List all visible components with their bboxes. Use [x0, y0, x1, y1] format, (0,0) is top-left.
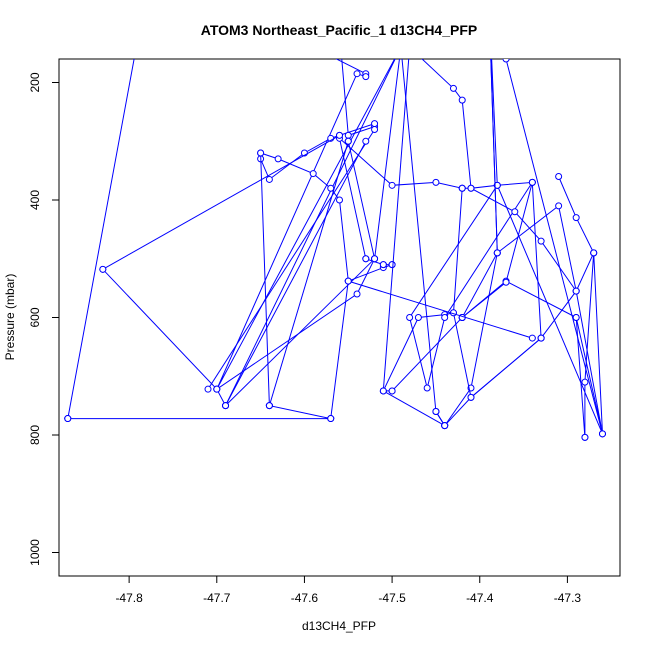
data-point [336, 196, 343, 204]
data-point [327, 184, 335, 192]
data-point [537, 334, 545, 342]
data-point [572, 314, 580, 321]
data-point [493, 181, 501, 189]
data-point [555, 173, 563, 180]
y-tick-label: 200 [28, 72, 42, 92]
data-point [222, 402, 230, 410]
data-point [274, 155, 282, 163]
data-point [309, 170, 317, 178]
data-point [64, 415, 72, 423]
data-point [493, 249, 501, 257]
data-point [371, 255, 379, 263]
data-point [344, 131, 352, 139]
data-point [432, 178, 440, 186]
data-point [388, 261, 396, 269]
data-point [257, 149, 265, 157]
series-line-18 [207, 129, 376, 390]
data-point [379, 387, 387, 395]
data-point [528, 178, 536, 186]
data-point [353, 70, 361, 78]
data-point [99, 265, 107, 273]
data-point [327, 415, 335, 423]
data-point [379, 261, 387, 269]
y-tick-label: 400 [28, 190, 42, 210]
data-point [458, 96, 466, 104]
series-line-19 [268, 141, 349, 406]
series-line-5 [67, 152, 331, 420]
data-point [388, 387, 396, 395]
data-point [441, 314, 449, 321]
data-point [572, 287, 580, 295]
data-point [581, 433, 589, 441]
data-point [265, 402, 273, 410]
data-point [344, 277, 352, 285]
data-point [371, 126, 379, 133]
data-point [502, 278, 510, 286]
data-point [362, 137, 370, 145]
series-layer [64, 59, 606, 441]
y-axis-label: Pressure (mbar) [3, 274, 17, 361]
x-axis: -47.8 -47.7 -47.6 -47.5 -47.4 -47.3 [115, 576, 581, 605]
data-point [467, 184, 475, 192]
data-point [449, 84, 457, 92]
data-point [555, 202, 563, 210]
data-point [441, 422, 449, 430]
data-point [362, 255, 370, 263]
data-point [213, 385, 221, 393]
data-point [265, 175, 273, 183]
series-line-17 [348, 280, 533, 339]
x-tick-label: -47.7 [203, 591, 231, 605]
chart-title: ATOM3 Northeast_Pacific_1 d13CH4_PFP [201, 22, 477, 38]
data-point [528, 334, 536, 342]
data-point [371, 120, 379, 128]
x-tick-label: -47.8 [115, 591, 143, 605]
data-point [598, 430, 606, 438]
x-tick-label: -47.6 [291, 591, 319, 605]
data-point [511, 208, 519, 216]
x-tick-label: -47.3 [554, 591, 582, 605]
data-point [502, 59, 510, 63]
x-tick-label: -47.4 [466, 591, 494, 605]
data-point [432, 408, 440, 415]
series-line-20 [225, 141, 367, 406]
data-point [204, 385, 212, 393]
x-tick-label: -47.5 [378, 591, 406, 605]
data-point [353, 290, 361, 298]
series-line-3 [338, 136, 603, 438]
data-point [423, 384, 431, 392]
data-point [406, 314, 414, 321]
y-tick-label: 800 [28, 425, 42, 445]
data-point [537, 237, 545, 245]
data-point [572, 214, 580, 222]
series-line-15 [383, 390, 445, 427]
data-point [362, 73, 370, 81]
series-line-22 [382, 59, 410, 391]
data-point [590, 249, 598, 257]
series-line-21 [330, 281, 349, 419]
data-point [458, 184, 466, 192]
series-line-14 [502, 59, 603, 434]
y-tick-label: 600 [28, 307, 42, 327]
x-axis-label: d13CH4_PFP [302, 619, 376, 633]
series-line-0 [67, 59, 396, 419]
data-point [388, 181, 396, 189]
y-axis: 200 400 600 800 1000 [28, 72, 59, 566]
data-point [414, 314, 422, 321]
data-point [336, 131, 343, 139]
series-line-11 [490, 59, 498, 253]
data-point [467, 393, 475, 401]
data-point [344, 137, 352, 145]
y-tick-label: 1000 [28, 539, 42, 566]
data-point [581, 378, 589, 386]
series-line-16 [102, 134, 340, 270]
